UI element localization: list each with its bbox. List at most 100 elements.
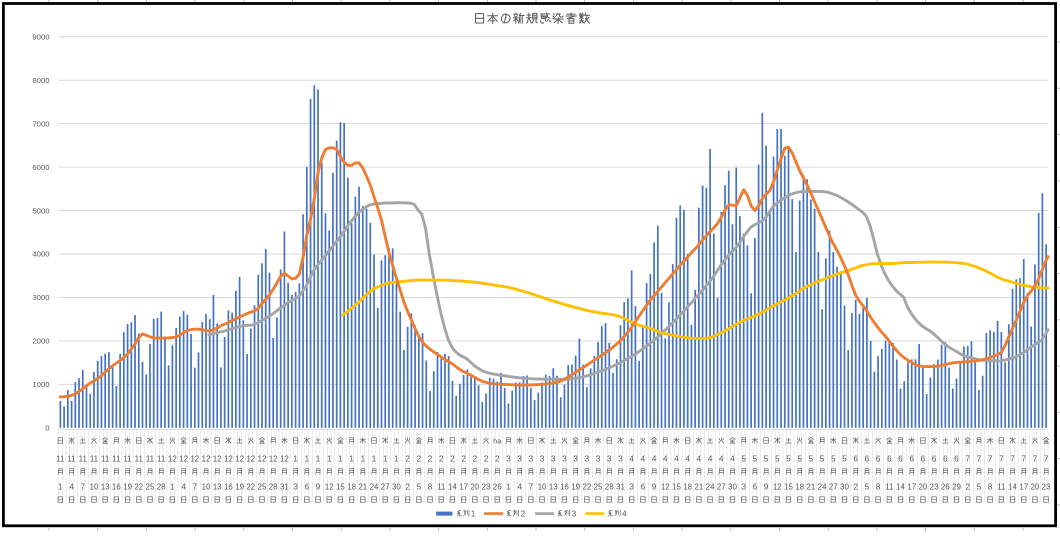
svg-text:11: 11 [123, 454, 132, 463]
svg-text:6: 6 [853, 454, 858, 463]
svg-text:12: 12 [280, 454, 289, 463]
svg-text:1: 1 [58, 482, 63, 491]
svg-text:19: 19 [571, 482, 580, 491]
svg-text:2: 2 [439, 454, 444, 463]
svg-text:11: 11 [997, 482, 1006, 491]
svg-text:5: 5 [977, 482, 982, 491]
svg-text:1: 1 [372, 454, 377, 463]
svg-text:2: 2 [853, 482, 858, 491]
svg-text:11: 11 [67, 454, 76, 463]
svg-text:3000: 3000 [32, 293, 49, 302]
svg-text:12: 12 [258, 454, 267, 463]
svg-text:2000: 2000 [32, 337, 49, 346]
svg-text:12: 12 [190, 454, 199, 463]
svg-text:5: 5 [809, 454, 814, 463]
svg-text:15: 15 [672, 482, 681, 491]
svg-text:12: 12 [168, 454, 177, 463]
svg-text:5: 5 [797, 454, 802, 463]
svg-text:27: 27 [717, 482, 726, 491]
svg-text:22: 22 [134, 482, 143, 491]
svg-text:6: 6 [865, 454, 870, 463]
svg-text:8: 8 [876, 482, 881, 491]
svg-text:2: 2 [965, 482, 970, 491]
svg-text:7: 7 [988, 454, 993, 463]
svg-text:7: 7 [1022, 454, 1027, 463]
svg-text:28: 28 [605, 482, 614, 491]
svg-text:24: 24 [818, 482, 827, 491]
svg-text:7: 7 [81, 482, 86, 491]
svg-text:7: 7 [529, 482, 534, 491]
svg-text:4: 4 [708, 454, 713, 463]
svg-text:10: 10 [90, 482, 99, 491]
svg-text:6: 6 [932, 454, 937, 463]
svg-text:25: 25 [258, 482, 267, 491]
svg-text:2: 2 [405, 482, 410, 491]
svg-text:13: 13 [213, 482, 222, 491]
svg-text:9: 9 [652, 482, 657, 491]
svg-text:30: 30 [392, 482, 401, 491]
svg-text:7000: 7000 [32, 119, 49, 128]
svg-text:7: 7 [977, 454, 982, 463]
svg-text:11: 11 [157, 454, 166, 463]
svg-text:1: 1 [170, 482, 175, 491]
svg-text:11: 11 [79, 454, 88, 463]
svg-text:12: 12 [661, 482, 670, 491]
svg-text:0: 0 [45, 424, 49, 433]
svg-text:1: 1 [383, 454, 388, 463]
svg-text:3: 3 [506, 454, 511, 463]
svg-text:6: 6 [305, 482, 310, 491]
svg-text:2: 2 [473, 454, 478, 463]
svg-text:11: 11 [90, 454, 99, 463]
svg-text:2: 2 [405, 454, 410, 463]
svg-text:8: 8 [988, 482, 993, 491]
svg-text:13: 13 [101, 482, 110, 491]
svg-text:5: 5 [753, 454, 758, 463]
svg-text:17: 17 [459, 482, 468, 491]
svg-text:28: 28 [157, 482, 166, 491]
svg-text:26: 26 [941, 482, 950, 491]
svg-text:6: 6 [753, 482, 758, 491]
svg-text:18: 18 [347, 482, 356, 491]
svg-text:11: 11 [437, 482, 446, 491]
svg-text:17: 17 [907, 482, 916, 491]
svg-text:23: 23 [930, 482, 939, 491]
svg-text:14: 14 [1008, 482, 1017, 491]
svg-text:3: 3 [572, 509, 577, 518]
svg-text:18: 18 [683, 482, 692, 491]
svg-text:3: 3 [629, 482, 634, 491]
svg-text:12: 12 [224, 454, 233, 463]
svg-text:5: 5 [842, 454, 847, 463]
svg-text:1: 1 [305, 454, 310, 463]
svg-text:5: 5 [741, 454, 746, 463]
svg-text:30: 30 [728, 482, 737, 491]
svg-text:7: 7 [1010, 454, 1015, 463]
svg-text:7: 7 [193, 482, 198, 491]
svg-text:3: 3 [596, 454, 601, 463]
svg-text:6: 6 [641, 482, 646, 491]
svg-text:1: 1 [316, 454, 321, 463]
svg-text:11: 11 [135, 454, 144, 463]
svg-text:10: 10 [202, 482, 211, 491]
svg-text:4: 4 [652, 454, 657, 463]
svg-text:21: 21 [806, 482, 815, 491]
svg-text:16: 16 [224, 482, 233, 491]
svg-text:17: 17 [1019, 482, 1028, 491]
svg-text:2: 2 [450, 454, 455, 463]
svg-text:2: 2 [417, 454, 422, 463]
svg-text:4: 4 [629, 454, 634, 463]
svg-text:15: 15 [784, 482, 793, 491]
svg-text:18: 18 [795, 482, 804, 491]
svg-text:1: 1 [293, 454, 298, 463]
svg-text:23: 23 [1042, 482, 1051, 491]
svg-text:22: 22 [246, 482, 255, 491]
svg-text:1: 1 [327, 454, 332, 463]
svg-text:9000: 9000 [32, 32, 49, 41]
svg-text:21: 21 [694, 482, 703, 491]
svg-text:7: 7 [965, 454, 970, 463]
svg-text:2: 2 [495, 454, 500, 463]
svg-text:ha: ha [493, 436, 502, 445]
svg-text:4: 4 [674, 454, 679, 463]
svg-text:1: 1 [349, 454, 354, 463]
svg-text:4: 4 [622, 509, 627, 518]
svg-text:6: 6 [887, 454, 892, 463]
